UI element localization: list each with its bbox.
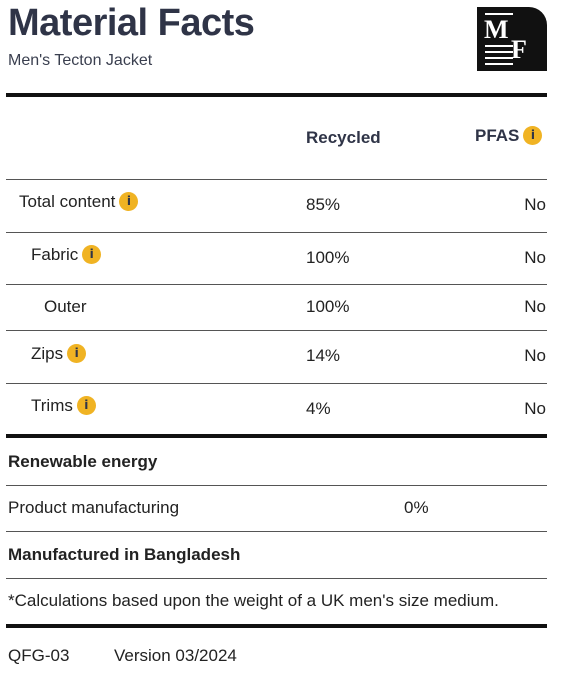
pfas-value: No <box>524 399 546 418</box>
pfas-info-icon[interactable]: i <box>523 126 543 146</box>
pfas-value: No <box>524 346 546 365</box>
pfas-value: No <box>524 195 546 214</box>
pfas-value: No <box>524 248 546 267</box>
row-label-outer: Outer <box>44 297 87 316</box>
page-title: Material Facts <box>8 2 255 44</box>
recycled-value: 100% <box>306 248 350 267</box>
column-header-pfas-label: PFAS <box>475 126 520 145</box>
logo-line <box>485 45 513 47</box>
row-label-zips: Zips <box>31 344 64 363</box>
divider <box>6 434 547 438</box>
recycled-value: 14% <box>306 346 341 365</box>
product-name: Men's Tecton Jacket <box>8 52 153 69</box>
divider <box>6 93 547 97</box>
logo-letter-m: M <box>484 15 509 44</box>
label-code: QFG-03 <box>8 646 70 665</box>
divider <box>6 531 547 532</box>
column-header-recycled: Recycled <box>306 128 381 147</box>
renewable-energy-heading: Renewable energy <box>8 452 158 471</box>
pfas-value: No <box>524 297 546 316</box>
column-header-pfas: PFAS i <box>475 126 543 146</box>
zips-info-icon[interactable]: i <box>67 344 87 364</box>
footnote: *Calculations based upon the weight of a… <box>8 591 499 610</box>
divider <box>6 284 547 285</box>
divider <box>6 485 547 486</box>
logo-line <box>485 57 513 59</box>
divider <box>6 232 547 233</box>
fabric-info-icon[interactable]: i <box>82 245 102 265</box>
recycled-value: 85% <box>306 195 341 214</box>
logo-line <box>485 51 513 53</box>
divider <box>6 383 547 384</box>
label-version: Version 03/2024 <box>114 646 237 665</box>
divider <box>6 624 547 628</box>
table-row-label: Trims i <box>31 396 96 416</box>
logo-line <box>485 63 513 65</box>
row-label-trims: Trims <box>31 396 73 415</box>
row-label-fabric: Fabric <box>31 245 79 264</box>
divider <box>6 179 547 180</box>
trims-info-icon[interactable]: i <box>76 396 96 416</box>
manufacturing-origin: Manufactured in Bangladesh <box>8 545 241 564</box>
table-row-label: Zips i <box>31 344 87 364</box>
recycled-value: 4% <box>306 399 331 418</box>
divider <box>6 578 547 579</box>
product-manufacturing-value: 0% <box>404 498 429 517</box>
table-row-label: Total content i <box>19 192 139 212</box>
row-label-total-content: Total content <box>19 192 116 211</box>
logo-line <box>485 13 513 15</box>
table-row-label: Fabric i <box>31 245 102 265</box>
brand-logo: M F <box>477 7 547 71</box>
recycled-value: 100% <box>306 297 350 316</box>
product-manufacturing-label: Product manufacturing <box>8 498 180 517</box>
total-content-info-icon[interactable]: i <box>119 192 139 212</box>
logo-letter-f: F <box>511 35 527 64</box>
divider <box>6 330 547 331</box>
